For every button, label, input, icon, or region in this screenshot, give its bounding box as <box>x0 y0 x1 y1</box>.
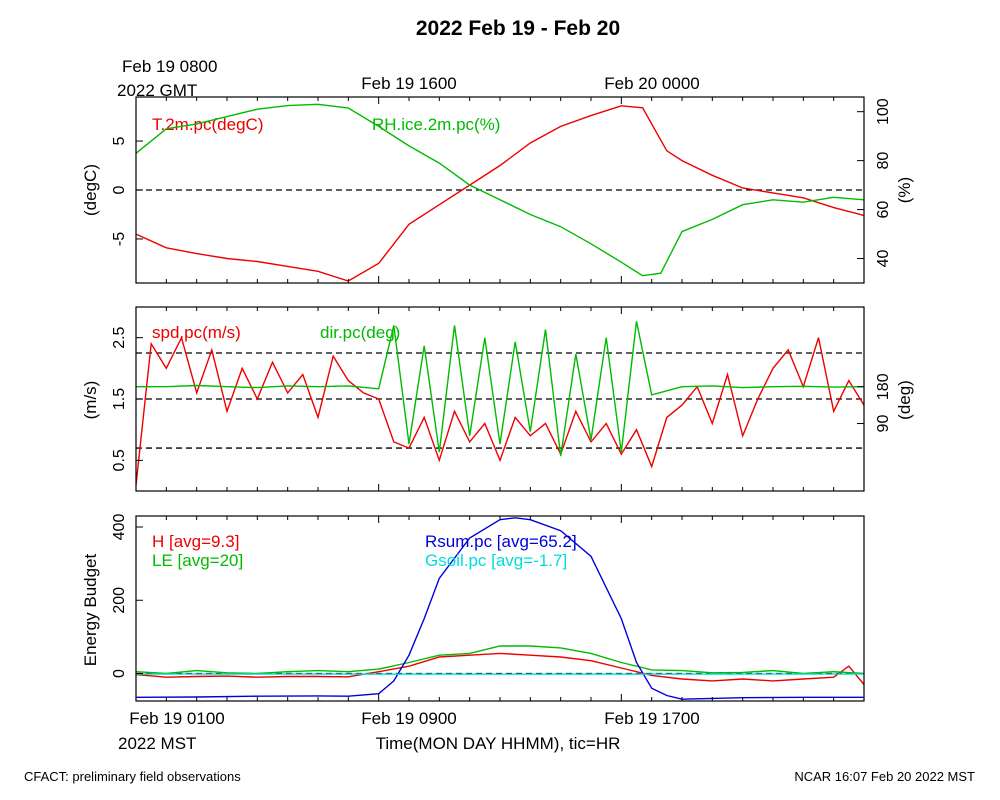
series-line-1-1 <box>136 321 864 457</box>
y-axis-label-0: (degC) <box>81 164 100 216</box>
series-line-2-0 <box>136 652 864 685</box>
footer-left: CFACT: preliminary field observations <box>24 769 241 784</box>
legend-entry-0-0: T.2m.pc(degC) <box>152 115 263 134</box>
y2-axis-label-0: (%) <box>895 177 914 203</box>
chart-title: 2022 Feb 19 - Feb 20 <box>416 17 620 40</box>
legend-entry-2-2: Rsum.pc [avg=65.2] <box>425 532 577 551</box>
y-tick-label: 200 <box>111 587 128 614</box>
y-axis-label-1: (m/s) <box>81 381 100 420</box>
y-tick-label: 0 <box>111 669 128 678</box>
bottom-time-label-end: Feb 19 1700 <box>604 709 699 728</box>
series-line-0-0 <box>136 105 864 282</box>
legend-entry-2-0: H [avg=9.3] <box>152 532 239 551</box>
y-tick-label: 0.5 <box>111 449 128 471</box>
series-line-0-1 <box>136 103 864 277</box>
y-tick-label: 400 <box>111 514 128 541</box>
y-tick-label: 5 <box>111 137 128 146</box>
y-tick-label: 0 <box>111 185 128 194</box>
y2-axis-label-1: (deg) <box>895 380 914 420</box>
legend-entry-2-3: Gsoil.pc [avg=-1.7] <box>425 551 567 570</box>
top-time-label-year: 2022 GMT <box>117 81 197 100</box>
legend-entry-0-1: RH.ice.2m.pc(%) <box>372 115 500 134</box>
y2-tick-label: 90 <box>875 415 892 433</box>
y-tick-label: 2.5 <box>111 326 128 348</box>
y2-tick-label: 100 <box>875 98 892 125</box>
y-tick-label: -5 <box>111 232 128 246</box>
x-axis-label: Time(MON DAY HHMM), tic=HR <box>376 734 621 753</box>
legend-entry-2-1: LE [avg=20] <box>152 551 243 570</box>
legend-entry-1-0: spd.pc(m/s) <box>152 323 241 342</box>
panels: T.2m.pc(degC) RH.ice.2m.pc(%) -5 0 5 40 60 80 10… <box>81 96 914 702</box>
series-line-1-0 <box>136 335 864 485</box>
y2-tick-label: 40 <box>875 250 892 268</box>
y2-tick-label: 80 <box>875 152 892 170</box>
y-axis-label-2: Energy Budget <box>81 553 100 666</box>
panel-energy-budget: H [avg=9.3]LE [avg=20] Rsum.pc [avg=65.2]… <box>81 514 865 702</box>
bottom-time-label-start: Feb 19 0100 <box>129 709 224 728</box>
bottom-time-label-mid: Feb 19 0900 <box>361 709 456 728</box>
series-line-2-1 <box>136 645 864 675</box>
y-tick-label: 1.5 <box>111 388 128 410</box>
top-time-label-end: Feb 20 0000 <box>604 74 699 93</box>
top-time-label-start: Feb 19 0800 <box>122 57 217 76</box>
bottom-time-label-year: 2022 MST <box>118 734 196 753</box>
panel-wind: spd.pc(m/s) dir.pc(deg) 0.5 1.5 2.5 90 180 (m/s… <box>81 306 914 492</box>
panel-temperature-humidity: T.2m.pc(degC) RH.ice.2m.pc(%) -5 0 5 40 60 80 10… <box>81 96 914 284</box>
y2-tick-label: 180 <box>875 373 892 400</box>
footer-right: NCAR 16:07 Feb 20 2022 MST <box>794 769 975 784</box>
legend-entry-1-1: dir.pc(deg) <box>320 323 400 342</box>
y2-tick-label: 60 <box>875 201 892 219</box>
top-time-label-mid: Feb 19 1600 <box>361 74 456 93</box>
